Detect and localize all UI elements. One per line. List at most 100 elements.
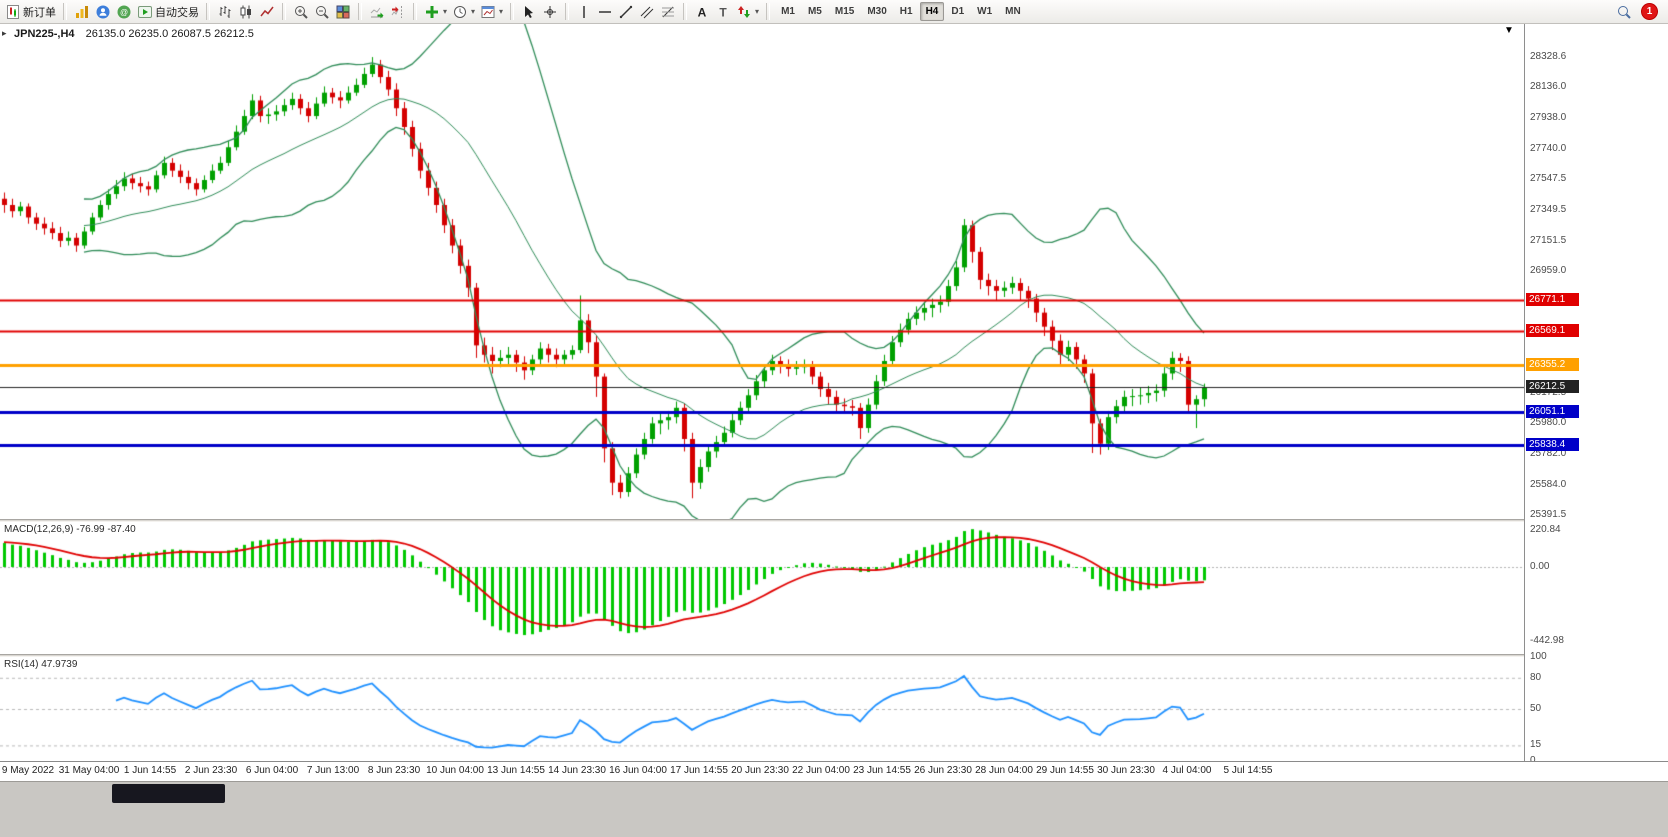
tile-windows-button[interactable] [333,2,353,22]
gold-chart-icon [74,4,90,20]
bar-chart-button[interactable] [215,2,235,22]
hline-icon [597,4,613,20]
toolbar-separator [358,3,362,20]
chart-shift-marker-icon[interactable]: ▼ [1504,25,1514,36]
chart-area: ▸ JPN225-,H4 26135.0 26235.0 26087.5 262… [0,24,1668,837]
toolbar-right: 1 [1614,2,1665,22]
autoscroll-icon [369,4,385,20]
zoom-in-button[interactable] [291,2,311,22]
line-price-box: 26355.2 [1526,357,1579,371]
time-axis-label: 6 Jun 04:00 [245,765,299,776]
community-button[interactable]: @ [114,2,134,22]
profile-button[interactable] [93,2,113,22]
fibonacci-button[interactable] [658,2,678,22]
one-click-trading-toggle[interactable]: ▸ [2,28,7,38]
timeframe-m15-button[interactable]: M15 [834,6,855,17]
macd-chart-canvas[interactable] [0,522,1524,654]
price-axis-label: 25391.5 [1530,509,1567,521]
caret-down-icon: ▾ [443,7,448,16]
price-axis-label: 25584.0 [1530,479,1567,491]
line-chart-icon [259,4,275,20]
timeframe-d1-button[interactable]: D1 [951,6,965,17]
arrows-button[interactable]: ▾ [734,2,761,22]
line-price-box: 25838.4 [1526,438,1579,452]
time-axis-label: 14 Jun 23:30 [548,765,606,776]
text-button[interactable]: A [692,2,712,22]
price-chart-canvas[interactable] [0,24,1524,519]
toolbar-separator [510,3,515,20]
price-axis-label: 27938.0 [1530,111,1567,123]
timeframe-h4-button[interactable]: H4 [919,2,945,21]
notification-badge[interactable]: 1 [1642,4,1657,19]
zoom-out-button[interactable] [312,2,332,22]
clock-icon [452,4,468,20]
autoscroll-button[interactable] [367,2,387,22]
price-axis-label: 28328.6 [1530,50,1567,62]
price-axis-label: 27740.0 [1530,142,1567,154]
time-axis-label: 22 Jun 04:00 [792,765,850,776]
autotrade-button-label: 自动交易 [155,6,199,19]
svg-text:@: @ [120,8,128,17]
hline-button[interactable] [595,2,615,22]
vline-button[interactable] [574,2,594,22]
toolbar-separator [565,3,570,20]
bottom-bar-item[interactable] [112,784,225,803]
timeframe-m1-button[interactable]: M1 [781,6,795,17]
time-axis-label: 28 Jun 04:00 [975,765,1033,776]
price-axis[interactable]: 28328.6 28136.0 27938.0 27740.0 27547.5 27349… [1524,24,1668,766]
time-axis-label: 16 Jun 04:00 [609,765,667,776]
timeframe-m30-button[interactable]: M30 [867,6,887,17]
time-axis-label: 26 Jun 23:30 [914,765,972,776]
cursor-button[interactable] [519,2,539,22]
bid-price-box: 26212.5 [1526,380,1579,394]
panel-splitter[interactable] [0,519,1668,522]
channel-button[interactable] [637,2,657,22]
chart-ohlc-values: 26135.0 26235.0 26087.5 26212.5 [85,28,254,40]
periods-button[interactable]: ▾ [450,2,477,22]
candle-chart-button[interactable] [236,2,256,22]
macd-axis-label: 0.00 [1530,561,1550,572]
toolbar-separator [282,3,286,20]
cursor-icon [521,4,537,20]
time-axis-label: 7 Jun 13:00 [306,765,360,776]
rsi-axis-label: 80 [1530,671,1542,683]
bars-icon [217,4,233,20]
autotrade-button[interactable]: 自动交易 [135,2,201,22]
price-axis-label: 25782.0 [1530,448,1567,460]
crosshair-icon [542,4,558,20]
symbols-button[interactable] [72,2,92,22]
price-axis-label: 28136.0 [1530,81,1567,93]
rsi-chart-canvas[interactable] [0,657,1524,761]
toolbar-separator [413,3,417,20]
profile-icon [95,4,111,20]
timeframe-h1-button[interactable]: H1 [899,6,913,17]
chart-title: JPN225-,H4 26135.0 26235.0 26087.5 26212… [14,28,254,40]
panel-splitter[interactable] [0,654,1668,657]
line-price-box: 26771.1 [1526,292,1579,306]
price-axis-label: 27349.5 [1530,203,1567,215]
time-axis-label: 1 Jun 14:55 [123,765,177,776]
timeframe-w1-button[interactable]: W1 [977,6,993,17]
chart-shift-button[interactable] [388,2,408,22]
rsi-axis-label: 100 [1530,651,1547,662]
rsi-axis-label: 0 [1530,755,1536,766]
price-axis-label: 27151.5 [1530,234,1567,246]
timeframe-m5-button[interactable]: M5 [807,6,822,17]
label-button[interactable]: T [713,2,733,22]
timeframe-mn-button[interactable]: MN [1005,6,1021,17]
trendline-icon [618,4,634,20]
search-icon [1616,4,1632,20]
crosshair-button[interactable] [540,2,560,22]
rsi-axis-label: 15 [1530,739,1542,751]
trendline-button[interactable] [616,2,636,22]
add-indicator-button[interactable]: ▾ [422,2,449,22]
caret-down-icon: ▾ [499,7,504,16]
macd-axis-label: 220.84 [1530,524,1561,536]
time-axis[interactable]: 9 May 2022 31 May 04:00 1 Jun 14:55 2 Jun 2… [0,761,1668,781]
search-button[interactable] [1614,2,1634,22]
tile-windows-icon [335,4,351,20]
line-chart-button[interactable] [257,2,277,22]
new-order-button[interactable]: 新订单 [3,2,58,22]
templates-button[interactable]: ▾ [478,2,505,22]
time-axis-label: 8 Jun 23:30 [367,765,421,776]
